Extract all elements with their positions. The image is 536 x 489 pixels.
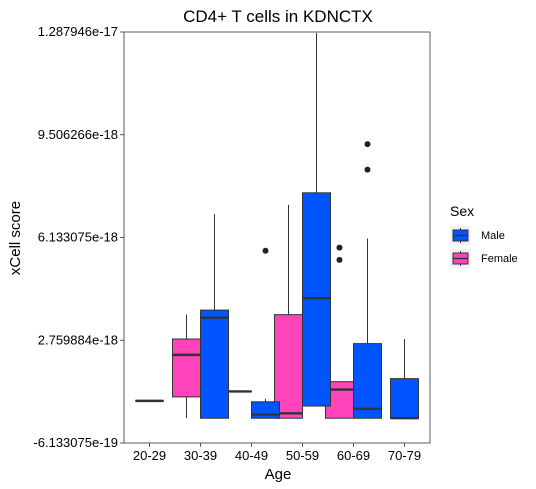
x-axis: 20-29 30-39 40-49 50-59 60-69 70-79	[133, 443, 421, 463]
box-female-30-39	[172, 314, 201, 419]
x-tick-label: 50-59	[286, 448, 319, 463]
box-male-40-49	[251, 247, 280, 419]
outlier-point	[336, 244, 343, 251]
box-body	[200, 309, 229, 419]
legend-key-male: Male	[450, 226, 505, 245]
legend: Sex Male Female	[450, 203, 518, 268]
box-male-50-59	[302, 32, 331, 407]
box-body	[302, 192, 331, 407]
outlier-point	[336, 256, 343, 263]
chart-title: CD4+ T cells in KDNCTX	[183, 7, 373, 26]
outlier-point	[262, 247, 269, 254]
y-axis-title: xCell score	[7, 201, 24, 275]
box-body	[390, 378, 419, 419]
x-tick-label: 60-69	[337, 448, 370, 463]
x-tick-label: 70-79	[388, 448, 421, 463]
x-tick-label: 30-39	[184, 448, 217, 463]
x-tick-label: 40-49	[235, 448, 268, 463]
y-tick-label: 6.133075e-18	[38, 230, 118, 245]
box-male-70-79	[390, 339, 419, 420]
y-tick-label: 9.506266e-18	[38, 127, 118, 142]
box-female-50-59	[274, 205, 303, 419]
y-tick-label: -6.133075e-19	[33, 435, 118, 450]
box-male-60-69	[353, 141, 382, 419]
legend-label: Female	[481, 253, 518, 265]
legend-title: Sex	[450, 203, 474, 219]
outlier-point	[364, 166, 371, 173]
y-axis: -6.133075e-19 2.759884e-18 6.133075e-18 9.5…	[33, 24, 124, 450]
legend-key-female: Female	[450, 249, 518, 268]
box-series	[135, 32, 419, 420]
y-tick-label: 1.287946e-17	[38, 24, 118, 39]
box-body	[274, 314, 303, 419]
x-tick-label: 20-29	[133, 448, 166, 463]
box-male-30-39	[200, 214, 229, 419]
x-axis-title: Age	[265, 466, 292, 483]
legend-label: Male	[481, 230, 505, 242]
box-body	[353, 343, 382, 419]
outlier-point	[364, 141, 371, 148]
y-tick-label: 2.759884e-18	[38, 332, 118, 347]
box-body	[172, 338, 201, 398]
